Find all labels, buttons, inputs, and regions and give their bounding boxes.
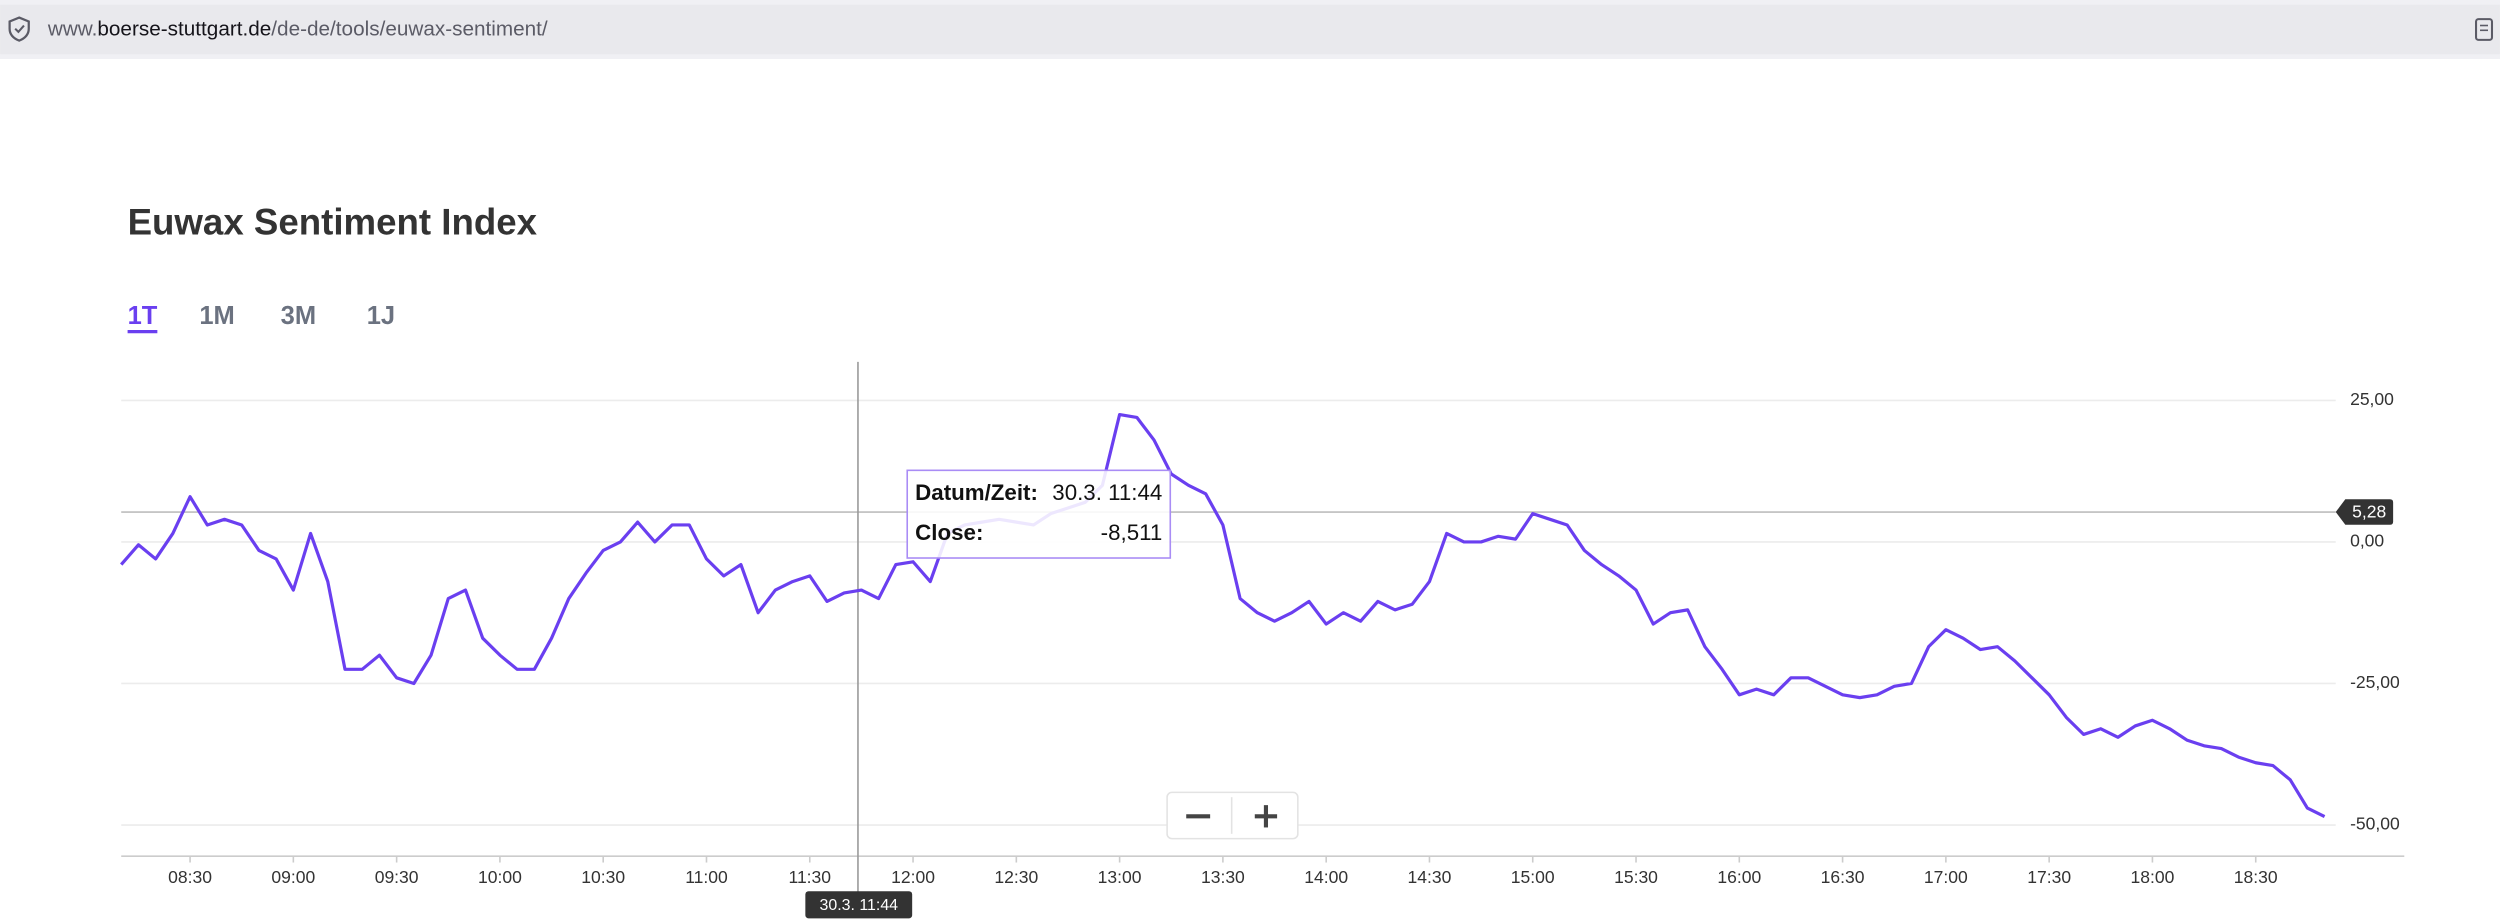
- tooltip-box: [906, 469, 1172, 559]
- url-path: /de-de/tools/euwax-sentiment/: [271, 18, 548, 41]
- crosshair-label: 30.3. 11:44: [819, 897, 898, 914]
- tab[interactable]: 1T: [128, 302, 158, 330]
- x-tick-label: 12:30: [994, 867, 1038, 887]
- x-tick-label: 11:00: [685, 867, 728, 887]
- x-tick-label: 13:00: [1098, 867, 1142, 887]
- tooltip-close-label: Close:: [915, 520, 983, 545]
- y-tick-label: 0,00: [2350, 531, 2384, 551]
- tooltip-close: -8,511: [1101, 520, 1163, 545]
- shield-check: [14, 24, 25, 34]
- x-tick-label: 14:00: [1304, 867, 1348, 887]
- x-tick-label: 13:30: [1201, 867, 1245, 887]
- reference-badge: [2335, 499, 2394, 525]
- tabs: 1T 1M 3M 1J: [128, 302, 395, 334]
- y-tick-label: 25,00: [2350, 389, 2394, 409]
- x-tick-label: 18:30: [2234, 867, 2278, 887]
- x-tick-label: 15:00: [1511, 867, 1555, 887]
- x-tick-label: 09:30: [375, 867, 419, 887]
- url-prefix: www.: [47, 18, 98, 41]
- tab[interactable]: 1J: [367, 302, 395, 330]
- x-tick-label: 17:30: [2027, 867, 2071, 887]
- reference-label: 5,28: [2352, 501, 2386, 521]
- x-tick-label: 16:00: [1717, 867, 1761, 887]
- y-tick-label: -25,00: [2350, 672, 2400, 692]
- x-tick-label: 11:30: [789, 867, 832, 887]
- x-tick-label: 17:00: [1924, 867, 1968, 887]
- x-tick-label: 10:30: [581, 867, 625, 887]
- x-tick-label: 09:00: [271, 867, 315, 887]
- url-bar[interactable]: [0, 4, 2500, 55]
- zoom-controls: [1166, 791, 1299, 840]
- url[interactable]: www.boerse-stuttgart.de/de-de/tools/euwa…: [47, 18, 548, 41]
- page-title: Euwax Sentiment Index: [128, 201, 538, 242]
- x-tick-label: 16:30: [1821, 867, 1865, 887]
- crosshair-badge: [805, 891, 913, 919]
- x-tick-label: 15:30: [1614, 867, 1658, 887]
- y-tick-label: -50,00: [2350, 814, 2400, 834]
- tooltip-time-label: Datum/Zeit:: [915, 480, 1038, 505]
- tab[interactable]: 1M: [199, 302, 234, 330]
- tooltip-time: 30.3. 11:44: [1052, 480, 1162, 505]
- series-line: [120, 412, 2326, 818]
- shield-icon[interactable]: [8, 16, 30, 42]
- x-tick-label: 12:00: [891, 867, 935, 887]
- tab[interactable]: 3M: [281, 302, 316, 330]
- reader-icon[interactable]: [2475, 18, 2494, 41]
- x-tick-label: 08:30: [168, 867, 212, 887]
- x-tick-label: 18:00: [2131, 867, 2175, 887]
- x-tick-label: 14:30: [1408, 867, 1452, 887]
- x-tick-label: 10:00: [478, 867, 522, 887]
- chart: 25,00 0,00 -25,00 -50,00 08:30 09:00 09:30 10:0…: [120, 361, 2405, 919]
- url-domain: boerse-stuttgart.de: [97, 18, 271, 41]
